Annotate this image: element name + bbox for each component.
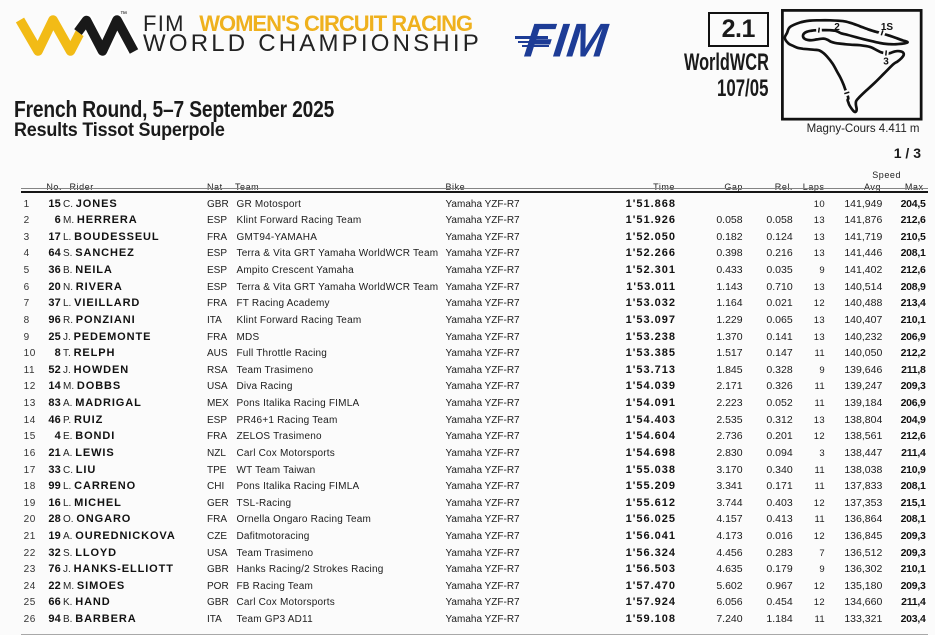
svg-text:2: 2 bbox=[834, 22, 840, 33]
svg-text:1S: 1S bbox=[881, 22, 894, 33]
svg-text:3: 3 bbox=[883, 56, 889, 67]
